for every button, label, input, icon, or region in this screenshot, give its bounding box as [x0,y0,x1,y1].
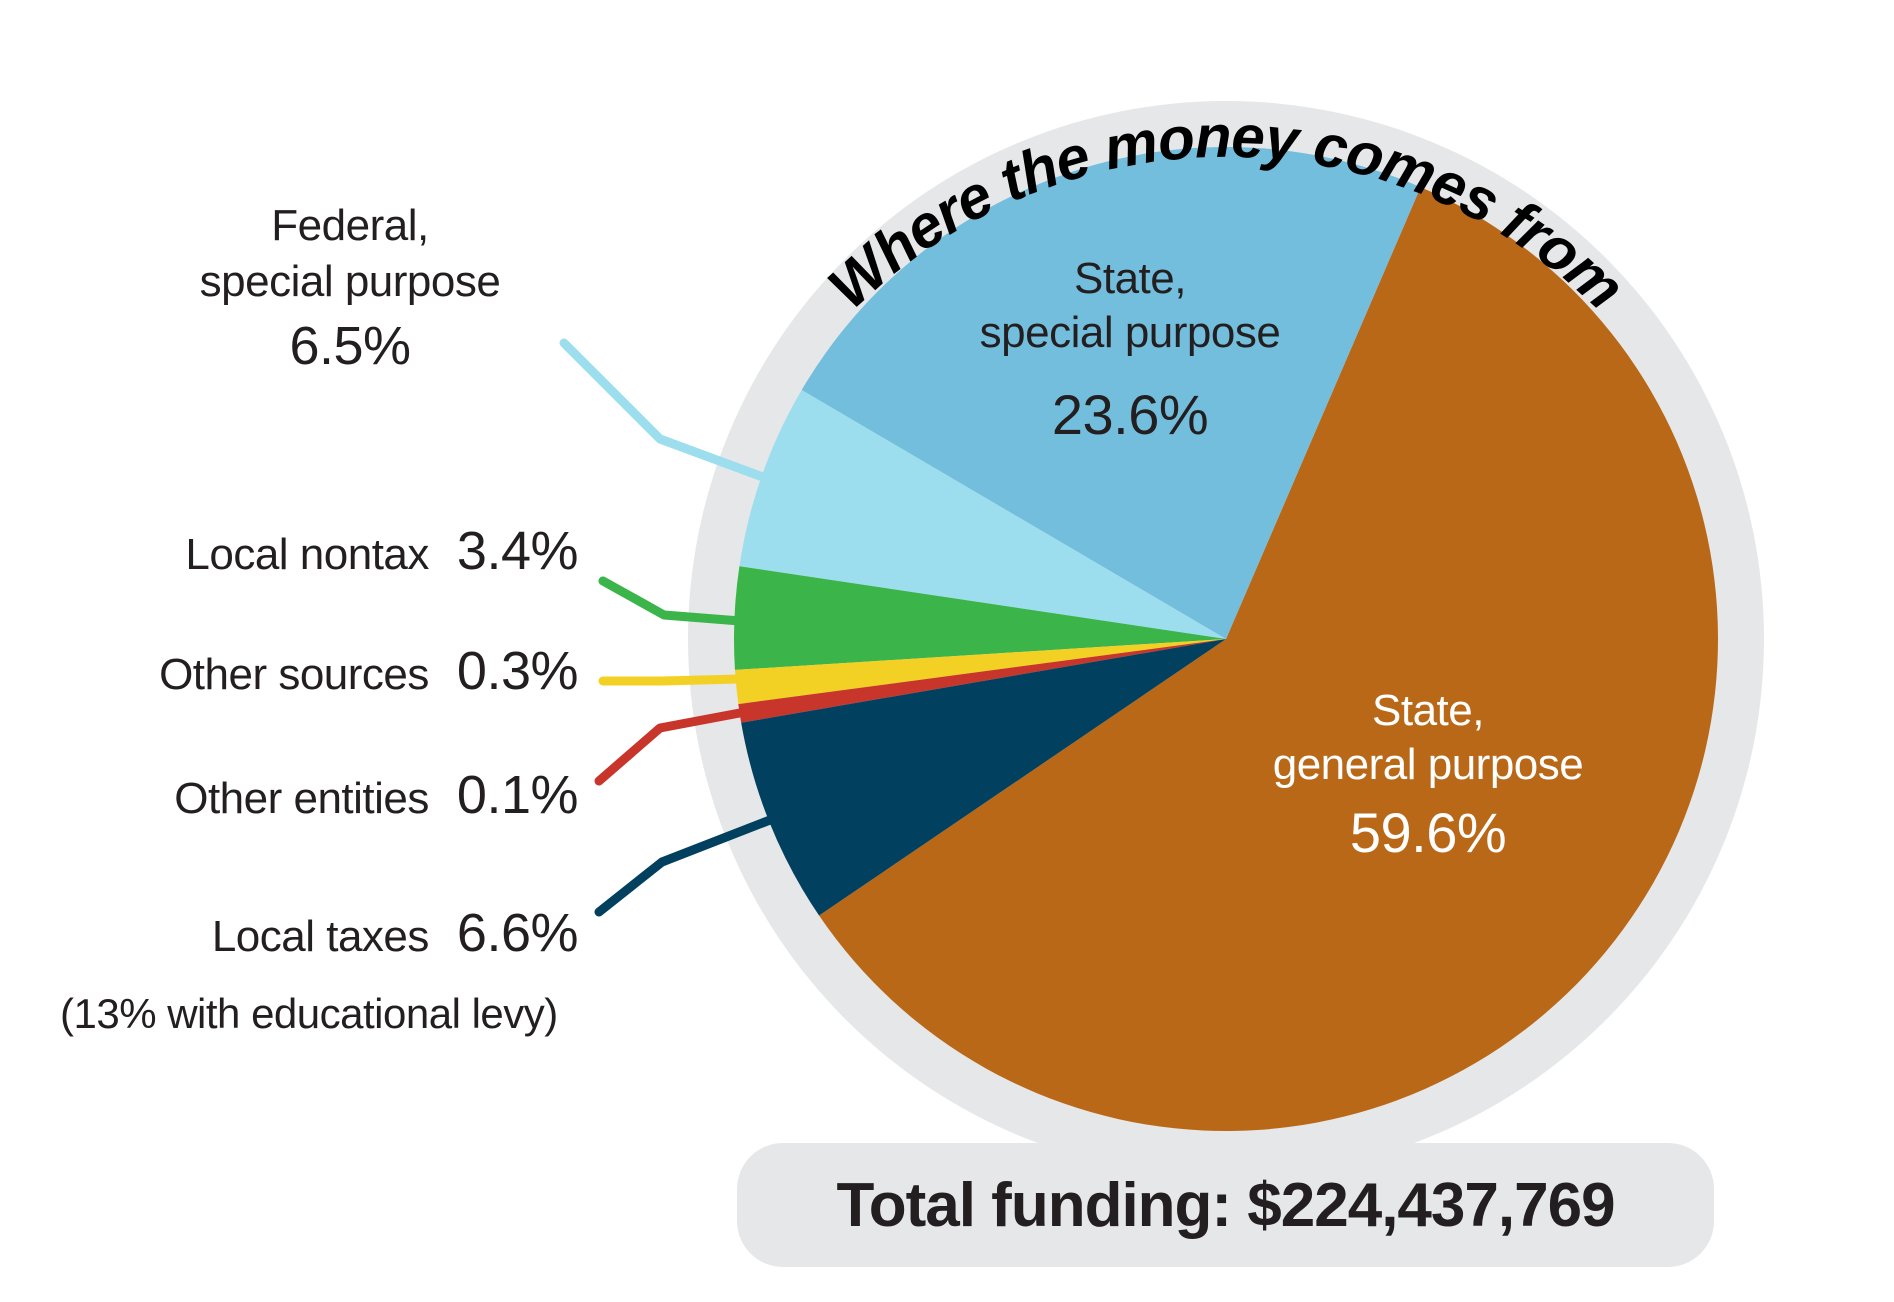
leader-line-local-nontax [598,576,745,626]
other-entities-pct: 0.1% [456,765,579,825]
local-taxes-name: Local taxes [211,912,430,961]
total-funding-box: Total funding: $224,437,769 [737,1143,1714,1267]
state-general-name-line1: State, [1372,686,1484,735]
leader-line-other-entities [594,707,750,786]
label-state-general-purpose: State, general purpose 59.6% [1228,684,1628,865]
local-taxes-pct: 6.6% [456,903,579,963]
leader-line-local-taxes [594,815,775,917]
total-funding-label: Total funding: $224,437,769 [836,1170,1615,1240]
slice-federal-special [739,390,1226,639]
federal-name-line2: special purpose [199,257,501,306]
other-entities-name: Other entities [174,774,429,823]
federal-pct: 6.5% [289,316,411,376]
slice-state-general [819,187,1718,1131]
federal-name-line1: Federal, [271,201,429,250]
label-state-special-purpose: State, special purpose 23.6% [930,252,1330,447]
label-federal-special-purpose: Federal, special purpose 6.5% [150,198,550,374]
slice-state-special [801,146,1421,639]
leader-line-other-sources [598,674,745,686]
slice-other-entities [738,639,1226,723]
slice-other-sources [734,639,1226,705]
slice-local-nontax [733,566,1226,670]
label-local-taxes: Local taxes 6.6% [211,902,579,964]
state-special-name-line1: State, [1074,254,1186,303]
label-local-nontax: Local nontax 3.4% [185,520,578,582]
state-special-pct: 23.6% [1051,383,1209,446]
local-taxes-note: (13% with educational levy) [60,990,558,1037]
slice-local-taxes [741,639,1226,916]
other-sources-pct: 0.3% [456,641,579,701]
state-general-name-line2: general purpose [1272,740,1584,789]
state-special-name-line2: special purpose [979,308,1281,357]
local-nontax-pct: 3.4% [456,521,579,581]
leader-line-federal [559,338,765,481]
other-sources-name: Other sources [159,650,429,699]
state-general-pct: 59.6% [1349,801,1507,864]
label-other-entities: Other entities 0.1% [174,764,578,826]
local-nontax-name: Local nontax [185,530,429,579]
label-other-sources: Other sources 0.3% [159,640,578,702]
